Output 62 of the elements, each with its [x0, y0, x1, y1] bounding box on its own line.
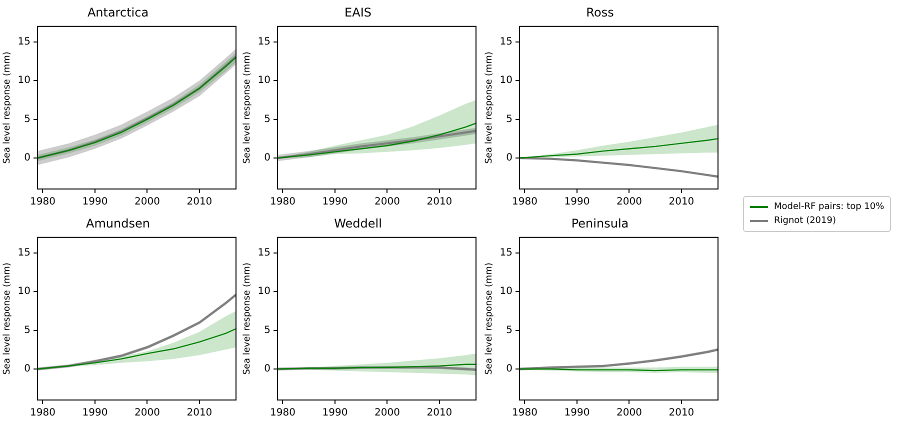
chart-title: Ross — [586, 5, 614, 20]
x-tick-label: 1980 — [270, 408, 296, 419]
y-axis-title: Sea level response (mm) — [484, 262, 495, 375]
y-tick-label: 15 — [258, 36, 271, 48]
y-tick-label: 10 — [258, 75, 271, 86]
y-tick-label: 5 — [264, 114, 271, 125]
y-tick-label: 0 — [506, 364, 513, 375]
x-tick-label: 1980 — [270, 196, 296, 208]
x-tick-label: 2010 — [186, 196, 212, 208]
x-tick-label: 1990 — [82, 196, 108, 208]
x-tick-label: 1990 — [564, 196, 590, 208]
y-axis-title: Sea level response (mm) — [242, 52, 253, 164]
y-tick-label: 10 — [18, 75, 31, 86]
chart-title: Amundsen — [86, 216, 150, 230]
x-tick-label: 2000 — [134, 408, 160, 419]
y-tick-label: 5 — [24, 114, 31, 125]
x-tick-label: 1990 — [322, 196, 348, 208]
y-tick-label: 0 — [264, 152, 271, 164]
x-tick-label: 2010 — [668, 196, 694, 208]
y-tick-label: 0 — [264, 364, 271, 375]
y-tick-label: 15 — [500, 247, 513, 258]
x-tick-label: 2010 — [668, 408, 694, 419]
y-axis-title: Sea level response (mm) — [242, 262, 253, 375]
chart-title: EAIS — [344, 5, 372, 20]
x-tick-label: 1980 — [30, 196, 56, 208]
y-tick-label: 0 — [24, 152, 31, 164]
x-tick-label: 1990 — [82, 408, 108, 419]
y-tick-label: 15 — [258, 247, 271, 258]
y-tick-label: 5 — [506, 324, 513, 336]
y-axis-title: Sea level response (mm) — [2, 262, 13, 375]
x-tick-label: 2000 — [374, 408, 400, 419]
legend-label: Rignot (2019) — [774, 216, 836, 226]
x-tick-label: 2000 — [134, 196, 160, 208]
y-tick-label: 15 — [18, 36, 31, 48]
y-tick-label: 15 — [18, 247, 31, 258]
chart-title: Weddell — [334, 216, 382, 230]
y-tick-label: 15 — [500, 36, 513, 48]
y-tick-label: 5 — [264, 324, 271, 336]
x-tick-label: 1990 — [322, 408, 348, 419]
y-tick-label: 10 — [18, 286, 31, 298]
x-tick-label: 2010 — [426, 408, 452, 419]
x-tick-label: 2010 — [426, 196, 452, 208]
y-tick-label: 5 — [506, 114, 513, 125]
y-axis-title: Sea level response (mm) — [2, 52, 13, 164]
y-tick-label: 5 — [24, 324, 31, 336]
y-tick-label: 10 — [500, 75, 513, 86]
y-tick-label: 0 — [24, 364, 31, 375]
x-tick-label: 1980 — [30, 408, 56, 419]
x-tick-label: 1980 — [512, 196, 538, 208]
chart-title: Antarctica — [87, 5, 149, 20]
x-tick-label: 1980 — [512, 408, 538, 419]
x-tick-label: 2000 — [616, 408, 642, 419]
chart-title: Peninsula — [571, 216, 629, 230]
legend-label: Model-RF pairs: top 10% — [774, 202, 884, 212]
x-tick-label: 2000 — [616, 196, 642, 208]
x-tick-label: 1990 — [564, 408, 590, 419]
y-axis-title: Sea level response (mm) — [484, 52, 495, 164]
y-tick-label: 0 — [506, 152, 513, 164]
x-tick-label: 2000 — [374, 196, 400, 208]
y-tick-label: 10 — [258, 286, 271, 298]
y-tick-label: 10 — [500, 286, 513, 298]
x-tick-label: 2010 — [186, 408, 212, 419]
